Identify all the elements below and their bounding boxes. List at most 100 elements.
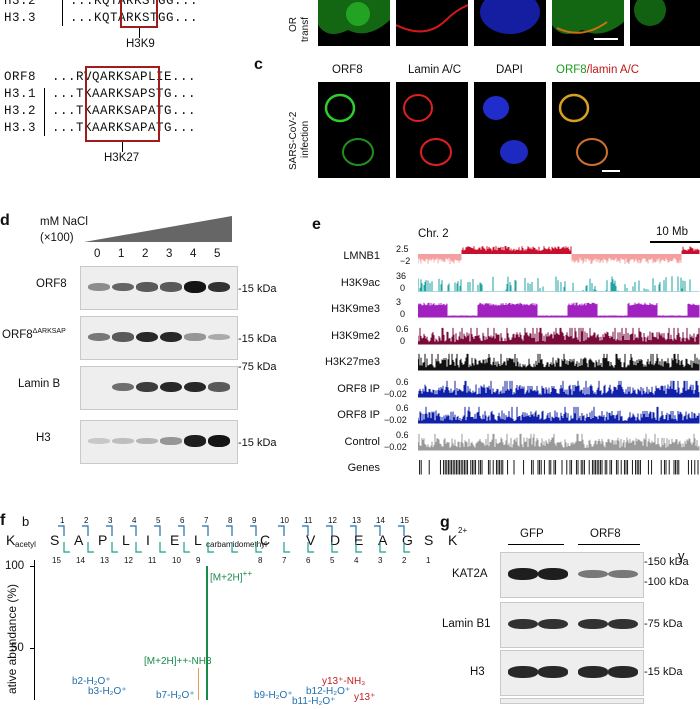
- track-plot: [418, 271, 700, 296]
- panel-letter: c: [254, 56, 263, 74]
- y-axis: [34, 560, 35, 700]
- blot-band: [578, 666, 608, 677]
- column-header-merge: ORF8/lamin A/C: [556, 64, 639, 76]
- highlight-box: [120, 0, 158, 28]
- merge-part-red: /lamin A/C: [587, 64, 639, 76]
- blot-band: [88, 283, 110, 290]
- row-label-line: OR: [288, 17, 299, 32]
- chromosome-label: Chr. 2: [418, 228, 449, 240]
- y-tick: [30, 566, 35, 567]
- track-scale-top: 0.6: [396, 430, 409, 440]
- peak-annotation: y13⁺-NH₃: [322, 676, 365, 687]
- track-scale-top: 3: [396, 297, 401, 307]
- blot-band: [160, 282, 182, 291]
- lane-label: 4: [190, 248, 196, 260]
- lane-label: 5: [214, 248, 220, 260]
- seq-name: H3.3: [4, 11, 36, 25]
- track-label: LMNB1: [310, 250, 380, 262]
- micrograph-lamin: [396, 82, 468, 178]
- blot-label: Lamin B1: [442, 618, 491, 630]
- row-label: SARS-CoV-2 infection: [288, 84, 318, 174]
- blot-band: [208, 382, 230, 391]
- blot-label: Lamin B: [18, 378, 60, 390]
- seq-name: H3.2: [4, 0, 36, 8]
- group-line: [508, 544, 564, 545]
- track-plot: [418, 456, 700, 481]
- track-scale-top: 0.6: [396, 403, 409, 413]
- column-header: DAPI: [496, 64, 523, 76]
- blot-band: [184, 435, 206, 446]
- panel-letter: e: [312, 216, 321, 234]
- lane-label: 3: [166, 248, 172, 260]
- y-axis-label: ative abundance (%): [5, 569, 19, 709]
- track-scale-bottom: −0.02: [384, 389, 407, 399]
- marker-label: -15 kDa: [238, 333, 277, 345]
- site-label: H3K27: [104, 152, 139, 164]
- marker-label: -75 kDa: [238, 361, 277, 373]
- row-label-line: SARS-CoV-2: [288, 112, 299, 170]
- micrograph-blue: [474, 0, 546, 46]
- peak-line: [198, 668, 199, 700]
- group-label: GFP: [520, 528, 544, 540]
- site-label: H3K9: [126, 38, 155, 50]
- micrograph-green: [318, 0, 390, 46]
- blot-band: [112, 332, 134, 341]
- track-label: ORF8 IP: [310, 409, 380, 421]
- track-scale-top: 0.6: [396, 377, 409, 387]
- micrograph-extra: [630, 0, 700, 46]
- track-label: H3K9me3: [310, 303, 380, 315]
- row-label-line: transf: [300, 17, 311, 42]
- panel-letter: g: [440, 514, 450, 532]
- bracket-line: [44, 88, 45, 136]
- micrograph-dapi: [474, 82, 546, 178]
- scale-label: 10 Mb: [656, 226, 688, 238]
- track-label: ORF8 IP: [310, 383, 380, 395]
- salt-title-unit: (×100): [40, 232, 74, 244]
- scale-bar: [602, 170, 620, 172]
- blot-band: [136, 382, 158, 392]
- site-tick: [139, 28, 140, 38]
- site-tick: [122, 142, 123, 152]
- track-plot: [418, 377, 700, 402]
- track-label: Genes: [310, 462, 380, 474]
- annotation-sup: ++: [243, 568, 253, 578]
- peak-annotation: b3-H₂O⁺: [88, 686, 127, 697]
- micrograph-merge: [552, 0, 624, 46]
- blot-label: ORF8ΔARKSAP: [2, 328, 66, 341]
- blot-band: [184, 281, 206, 293]
- blot-band: [112, 438, 134, 444]
- track-scale-bottom: 0: [400, 283, 405, 293]
- track-plot: [418, 297, 700, 322]
- track-label: H3K9me2: [310, 330, 380, 342]
- scale-bar: [650, 241, 700, 243]
- blot-label: ORF8: [36, 278, 67, 290]
- blot-band: [112, 383, 134, 392]
- panel-letter: d: [0, 212, 10, 230]
- row-label-line: infection: [300, 121, 311, 158]
- seq-name: ORF8: [4, 70, 36, 84]
- track-label: H3K27me3: [310, 356, 380, 368]
- y-tick-label: 50: [11, 642, 24, 654]
- blot-band: [538, 666, 568, 677]
- blot-band: [184, 333, 206, 340]
- blot-band: [208, 435, 230, 447]
- fragment-brackets: [0, 520, 480, 570]
- track-plot: [418, 403, 700, 428]
- salt-title: mM NaCl: [40, 216, 88, 228]
- y-tick: [30, 648, 35, 649]
- track-scale-top: 0.6: [396, 324, 409, 334]
- blot-band: [538, 568, 568, 579]
- peak-annotation: [M+2H]++: [210, 568, 252, 583]
- peak-annotation: b12-H₂O⁺: [306, 686, 350, 697]
- lane-label: 1: [118, 248, 124, 260]
- group-label: ORF8: [590, 528, 621, 540]
- blot-band: [508, 666, 538, 677]
- peak-annotation: b9-H₂O⁺: [254, 690, 293, 701]
- marker-label: -100 kDa: [644, 576, 689, 588]
- peak-annotation: b11-H₂O⁺: [292, 696, 335, 707]
- micrograph-merge: [552, 82, 700, 178]
- track-scale-bottom: 0: [400, 309, 405, 319]
- blot-band: [608, 666, 638, 677]
- track-scale-bottom: 0: [400, 336, 405, 346]
- track-label: Control: [310, 436, 380, 448]
